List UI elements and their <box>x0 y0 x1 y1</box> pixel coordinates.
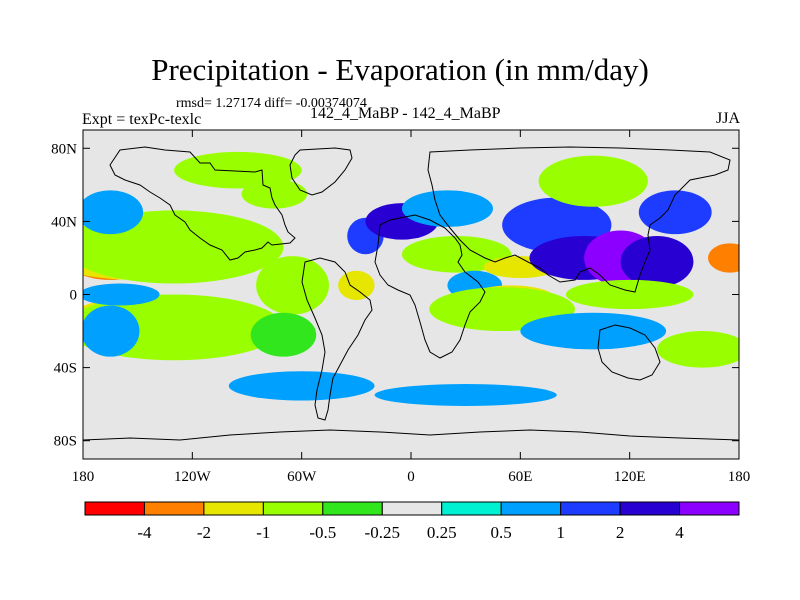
x-tick-label-6: 180 <box>728 469 751 485</box>
colorbar-label-6: 0.5 <box>491 523 512 542</box>
x-tick-label-2: 60W <box>287 469 317 485</box>
colorbar-label-7: 1 <box>556 523 565 542</box>
x-tick-label-4: 60E <box>508 469 532 485</box>
colorbar-box-8 <box>560 501 621 516</box>
x-tick-label-3: 0 <box>407 469 415 485</box>
colorbar-label-0: -4 <box>137 523 152 542</box>
colorbar-box-2 <box>203 501 264 516</box>
colorbar-box-4 <box>322 501 383 516</box>
field-blob-14 <box>256 256 329 315</box>
colorbar-box-7 <box>500 501 562 516</box>
coastline-australia <box>597 324 661 381</box>
field-blob-33 <box>565 279 694 310</box>
field-blob-31 <box>538 155 648 207</box>
field-blob-10 <box>83 283 160 306</box>
colorbar-label-8: 2 <box>616 523 625 542</box>
y-tick-label-0: 80N <box>51 141 77 157</box>
colorbar-label-3: -0.5 <box>309 523 336 542</box>
y-tick-label-2: 0 <box>70 288 78 304</box>
coastline-europe-africa <box>374 214 486 359</box>
colorbar-label-4: -0.25 <box>365 523 400 542</box>
colorbar-label-9: 4 <box>675 523 684 542</box>
colorbar-box-3 <box>262 501 324 516</box>
field-blob-3 <box>83 210 284 284</box>
field-layer <box>83 151 739 406</box>
colorbar-label-5: 0.25 <box>427 523 457 542</box>
field-blob-30 <box>708 243 739 273</box>
colorbar-label-1: -2 <box>197 523 211 542</box>
colorbar-box-5 <box>381 501 443 516</box>
coastline-antarctica <box>83 429 739 441</box>
coastline-greenland <box>289 147 353 196</box>
plot-area <box>83 130 739 459</box>
x-tick-label-5: 120E <box>614 469 646 485</box>
field-blob-15 <box>250 312 317 357</box>
y-tick-label-4: 80S <box>54 434 77 450</box>
chart-title: Precipitation - Evaporation (in mm/day) <box>151 52 649 87</box>
coastlines <box>83 146 739 441</box>
field-blob-36 <box>228 371 375 401</box>
colorbar-label-2: -1 <box>256 523 270 542</box>
field-blob-29 <box>620 236 694 288</box>
colorbar-box-9 <box>619 501 681 516</box>
colorbar-box-6 <box>441 501 502 516</box>
y-tick-label-1: 40N <box>51 214 77 230</box>
field-blob-12 <box>174 151 302 189</box>
field-blob-35 <box>657 331 739 368</box>
colorbar-box-1 <box>143 501 205 516</box>
x-tick-label-0: 180 <box>72 469 95 485</box>
season-label: JJA <box>716 110 741 127</box>
x-tick-label-1: 120W <box>174 469 212 485</box>
field-blob-20 <box>401 236 512 273</box>
field-blob-13 <box>241 179 308 209</box>
run-label: 142_4_MaBP - 142_4_MaBP <box>310 105 501 122</box>
colorbar: -4 -2 -1 -0.5 -0.25 0.25 0.5 1 2 4 <box>84 501 740 542</box>
field-blob-19 <box>401 190 494 227</box>
axis-layer: 180 120W 60W 0 60E 120E 180 80N 40N 0 40S 80S <box>51 130 750 485</box>
coastline-north-america <box>109 146 296 261</box>
colorbar-box-10 <box>679 501 740 516</box>
field-blob-32 <box>638 190 712 235</box>
field-blob-9 <box>83 305 140 357</box>
field-blob-16 <box>338 270 375 300</box>
experiment-label: Expt = texPc-texlc <box>82 111 202 128</box>
field-blob-37 <box>374 384 557 406</box>
stats-line: rmsd= 1.27174 diff= -0.00374074 <box>176 96 367 111</box>
coastline-asia <box>427 146 731 293</box>
field-blob-34 <box>520 312 667 350</box>
y-tick-label-3: 40S <box>54 361 77 377</box>
coastline-south-america <box>301 257 373 421</box>
field-blob-11 <box>83 190 144 235</box>
colorbar-box-0 <box>84 501 145 516</box>
